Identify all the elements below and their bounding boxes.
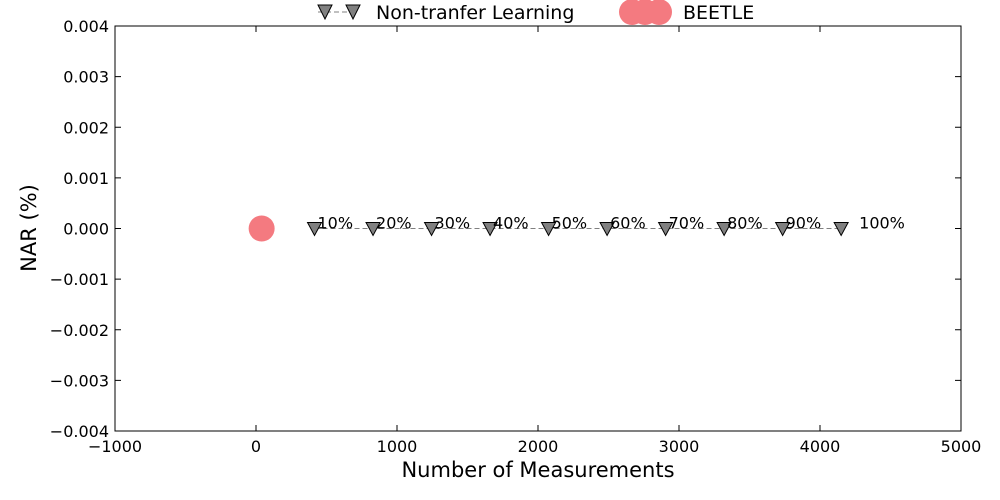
y-tick-label: 0.003: [63, 68, 109, 87]
plot-frame: [114, 25, 962, 432]
y-tick-label: 0.000: [63, 220, 109, 239]
x-tick-label: 4000: [800, 437, 841, 456]
annotation-10pct: 10%: [318, 214, 354, 233]
annotation-80pct: 80%: [727, 214, 763, 233]
legend-marker-non-transfer-2: [345, 4, 361, 21]
point-non-transfer-9: [774, 222, 791, 237]
x-axis-ticks: −1000 0 1000 2000 3000 4000 5000: [88, 26, 981, 456]
x-tick-label: 1000: [377, 437, 418, 456]
x-tick-label: 3000: [659, 437, 700, 456]
y-tick-label: 0.004: [63, 17, 109, 36]
legend-label-beetle: BEETLE: [683, 2, 754, 24]
annotation-70pct: 70%: [669, 214, 705, 233]
x-axis-title: Number of Measurements: [401, 458, 674, 482]
annotation-40pct: 40%: [493, 214, 529, 233]
plot-area: 10% 20% 30% 40% 50% 60% 70% 80% 90% 100%: [248, 214, 905, 242]
point-non-transfer-2: [365, 222, 381, 237]
y-tick-label: −0.002: [50, 321, 109, 340]
y-tick-label: −0.003: [50, 371, 109, 390]
x-tick-label: −1000: [88, 437, 142, 456]
x-tick-label: 0: [251, 437, 261, 456]
annotation-60pct: 60%: [610, 214, 646, 233]
y-tick-label: 0.002: [63, 118, 109, 137]
point-non-transfer-4: [482, 222, 498, 237]
point-beetle-1: [248, 215, 275, 242]
annotation-90pct: 90%: [786, 214, 822, 233]
legend-marker-beetle-3: [646, 0, 672, 25]
x-tick-label: 2000: [518, 437, 559, 456]
y-tick-label: −0.004: [50, 422, 109, 441]
annotation-30pct: 30%: [435, 214, 471, 233]
x-tick-label: 5000: [941, 437, 982, 456]
point-non-transfer-1: [306, 222, 323, 237]
legend-marker-non-transfer-1: [317, 4, 333, 21]
point-non-transfer-7: [657, 222, 674, 237]
annotation-50pct: 50%: [552, 214, 588, 233]
legend: Non-tranfer Learning BEETLE: [317, 0, 754, 25]
point-non-transfer-8: [716, 222, 732, 237]
point-non-transfer-6: [599, 222, 615, 237]
point-non-transfer-3: [423, 222, 440, 237]
legend-item-beetle: BEETLE: [619, 0, 754, 25]
legend-label-non-transfer: Non-tranfer Learning: [376, 2, 574, 24]
y-tick-label: 0.001: [63, 169, 109, 188]
legend-item-non-transfer: Non-tranfer Learning: [317, 2, 574, 24]
annotation-100pct: 100%: [859, 214, 905, 233]
y-axis-ticks: 0.004 0.003 0.002 0.001 0.000 −0.001 −0.002 −0.…: [50, 17, 961, 441]
annotation-20pct: 20%: [376, 214, 412, 233]
point-non-transfer-10: [833, 222, 849, 237]
y-tick-label: −0.001: [50, 270, 109, 289]
y-axis-title: NAR (%): [17, 184, 41, 272]
point-non-transfer-5: [540, 222, 557, 237]
